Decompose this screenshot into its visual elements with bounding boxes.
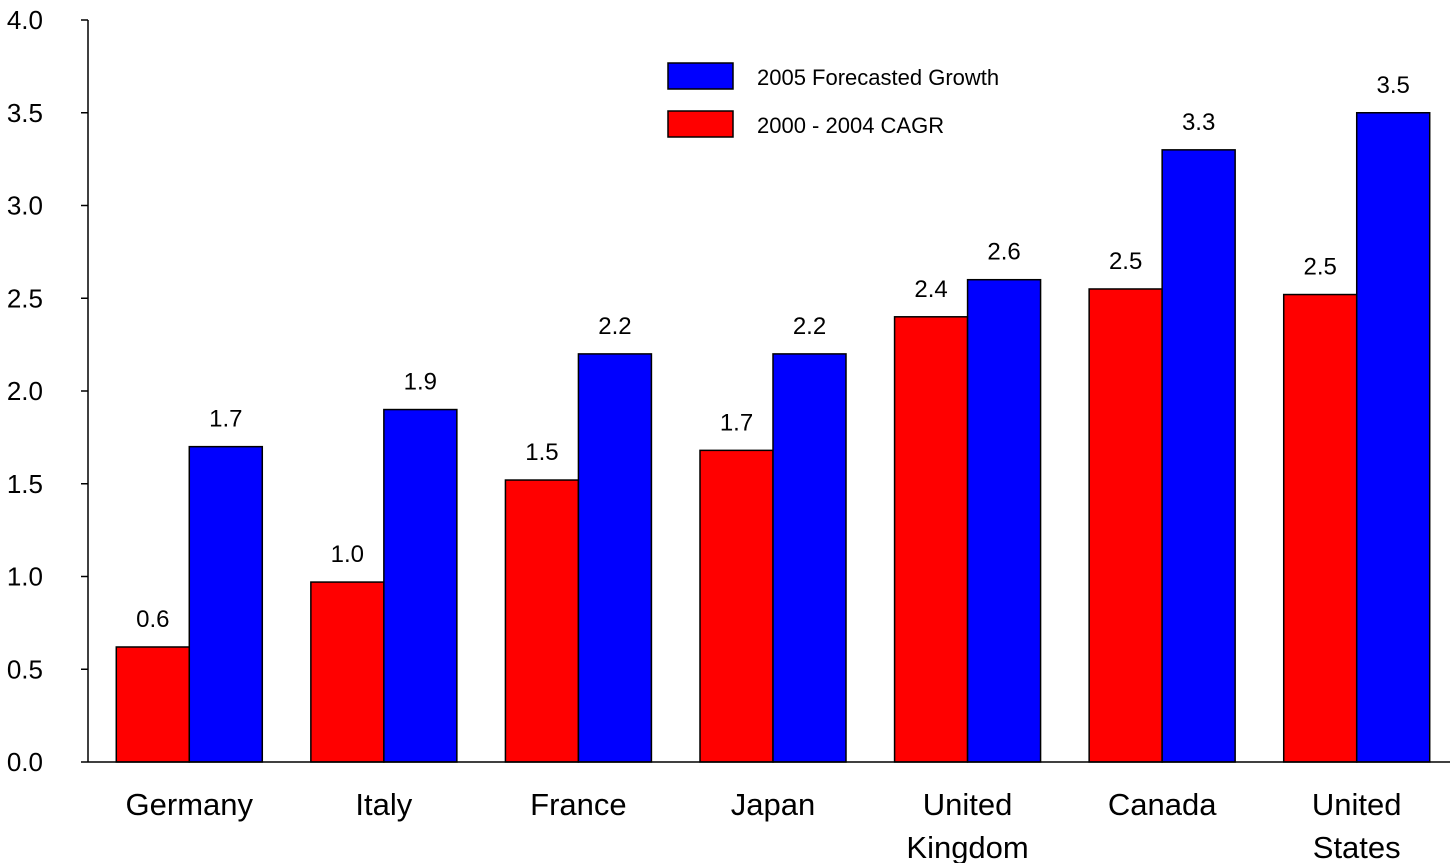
y-tick-label: 3.5 bbox=[7, 98, 43, 128]
bar-forecast bbox=[772, 353, 847, 763]
bar-value-label: 3.5 bbox=[1377, 72, 1410, 99]
bar-cagr bbox=[115, 646, 191, 763]
bar-value-label: 1.9 bbox=[404, 369, 437, 396]
y-tick-label: 2.5 bbox=[7, 283, 43, 313]
bar-value-labels: 0.6 1.7 1.0 1.9 1.5 2.2 1.7 2.2 2.4 2.6 2.5 3.3 2.5 3… bbox=[136, 72, 1410, 633]
y-tick-label: 1.0 bbox=[7, 562, 43, 592]
bar-value-label: 2.2 bbox=[598, 313, 631, 340]
y-tick-label: 3.0 bbox=[7, 191, 43, 221]
y-axis: 0.0 0.5 1.0 1.5 2.0 2.5 3.0 3.5 4.0 bbox=[7, 5, 89, 777]
legend-label: 2005 Forecasted Growth bbox=[757, 65, 999, 90]
x-category-label: United bbox=[923, 787, 1013, 822]
bar-value-label: 2.4 bbox=[914, 276, 947, 303]
x-category-label: United bbox=[1312, 787, 1402, 822]
bar-cagr bbox=[1088, 288, 1163, 763]
bar-forecast bbox=[966, 278, 1042, 763]
bar-value-label: 2.6 bbox=[987, 239, 1020, 266]
bar-forecast bbox=[577, 353, 653, 763]
x-category-label: States bbox=[1313, 830, 1401, 863]
y-tick-label: 0.0 bbox=[7, 747, 43, 777]
x-category-label: Canada bbox=[1108, 787, 1217, 822]
bar-value-label: 1.7 bbox=[209, 406, 242, 433]
x-axis: Germany Italy France Japan United Kingdom Cana… bbox=[88, 761, 1450, 863]
bar-forecast bbox=[383, 408, 458, 763]
bar-forecast bbox=[188, 445, 264, 763]
x-category-label: Italy bbox=[355, 787, 412, 822]
bar-value-label: 1.5 bbox=[525, 439, 558, 466]
bar-value-label: 2.5 bbox=[1109, 248, 1142, 275]
x-category-label: Kingdom bbox=[906, 830, 1028, 863]
legend-swatch bbox=[667, 62, 734, 90]
y-tick-label: 0.5 bbox=[7, 654, 43, 684]
bar-cagr bbox=[1282, 293, 1358, 763]
bar-forecast bbox=[1161, 149, 1236, 763]
x-category-label: Germany bbox=[126, 787, 254, 822]
bar-cagr bbox=[893, 316, 969, 763]
bar-value-label: 1.0 bbox=[331, 541, 364, 568]
x-category-label: Japan bbox=[731, 787, 815, 822]
bar-forecast bbox=[1355, 112, 1431, 763]
bar-value-label: 2.2 bbox=[793, 313, 826, 340]
legend-swatch bbox=[667, 110, 734, 138]
bar-cagr bbox=[504, 479, 580, 763]
y-tick-label: 2.0 bbox=[7, 376, 43, 406]
bar-value-label: 1.7 bbox=[720, 409, 753, 436]
legend: 2005 Forecasted Growth 2000 - 2004 CAGR bbox=[667, 62, 999, 138]
x-category-label: France bbox=[530, 787, 626, 822]
legend-label: 2000 - 2004 CAGR bbox=[757, 113, 944, 138]
bar-value-label: 2.5 bbox=[1304, 254, 1337, 281]
bar-cagr bbox=[699, 449, 774, 763]
y-tick-label: 4.0 bbox=[7, 5, 43, 35]
bar-value-label: 0.6 bbox=[136, 606, 169, 633]
y-tick-label: 1.5 bbox=[7, 469, 43, 499]
bar-value-label: 3.3 bbox=[1182, 109, 1215, 136]
bar-cagr bbox=[310, 581, 385, 763]
bars bbox=[115, 112, 1431, 763]
